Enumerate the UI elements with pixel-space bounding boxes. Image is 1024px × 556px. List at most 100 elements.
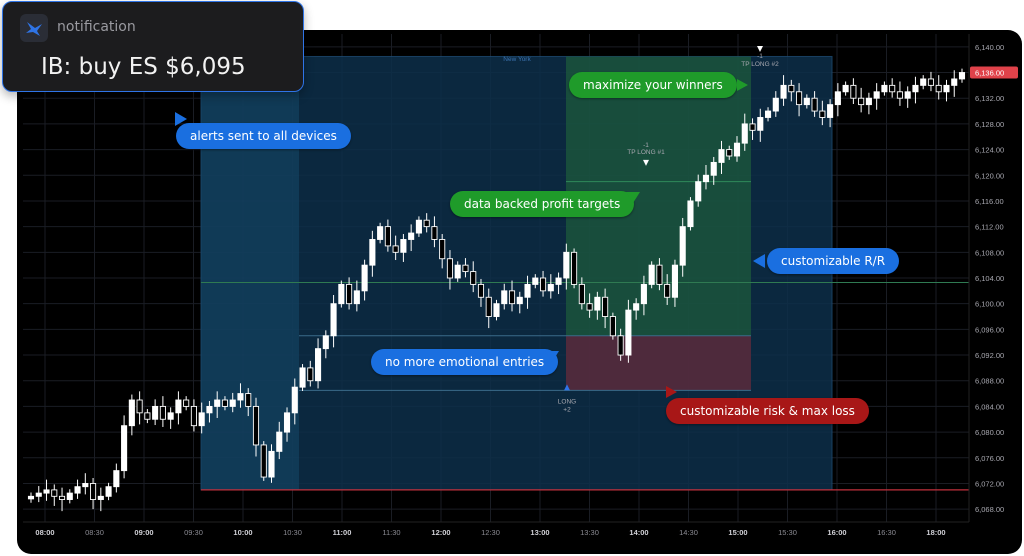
x-tick-label: 08:30 [85,528,104,537]
candle-body [958,72,966,80]
candle-body [563,251,570,279]
candle-body [640,283,647,305]
candle-body [214,399,221,407]
notification-card[interactable]: notification IB: buy ES $6,095 [2,1,304,92]
x-tick-label: 08:00 [35,528,54,537]
candle-body [121,425,128,472]
candle-body [485,296,492,317]
candle-body [446,258,454,279]
candle-body [656,264,663,285]
candle-body [540,277,547,292]
candle-body [431,226,438,240]
candle-body [90,483,97,500]
x-tick-label: 18:00 [926,528,945,537]
candle-body [221,399,229,407]
candle-body [951,78,958,86]
candle-body [237,393,244,401]
candle-body [322,335,329,350]
x-tick-label: 14:30 [679,528,698,537]
candle-body [260,444,267,478]
x-tick-label: 15:00 [728,528,747,537]
y-tick-label: 6,120.00 [975,171,1004,180]
x-tick-label: 15:30 [778,528,797,537]
candle-body [547,283,554,292]
candle-body [400,239,407,253]
candle-body [764,110,772,118]
candle-body [128,399,135,427]
candle-body [912,84,919,93]
candle-body [609,316,616,337]
candle-body [904,91,911,99]
y-tick-label: 6,072.00 [975,479,1004,488]
candle-body [377,226,384,240]
candle-body [617,335,624,356]
candle-body [346,283,353,305]
candle-body [508,290,516,305]
candle-body [702,174,710,183]
candle-body [392,245,399,253]
candle-body [532,277,539,285]
candle-body [819,110,826,118]
candle-body [718,149,725,163]
y-tick-label: 6,096.00 [975,325,1004,334]
candlestick-chart[interactable]: 6,140.00 6,136.00 6,132.00 6,128.00 6,124.00… [17,30,1022,554]
candle-body [144,412,151,420]
x-tick-label: 11:00 [333,528,352,537]
candle-body [873,91,880,99]
candle-body [555,277,562,285]
y-tick-label: 6,112.00 [975,223,1004,232]
x-tick-label: 11:30 [382,528,400,537]
candle-body [943,84,950,93]
candle-body [889,84,896,93]
candle-body [896,91,903,99]
candle-body [920,78,927,86]
candle-body [384,226,391,247]
candle-body [58,495,66,500]
x-tick-label: 16:00 [827,528,846,537]
candle-body [159,405,166,420]
x-tick-label: 09:30 [184,528,203,537]
candle-body [462,264,469,273]
candle-body [361,264,368,292]
candle-body [827,104,834,118]
y-tick-label: 6,080.00 [975,428,1004,437]
y-tick-label: 6,100.00 [975,300,1004,309]
candle-body [516,296,523,305]
risk-zone [566,335,751,391]
candle-body [190,405,197,427]
y-tick-label: 6,132.00 [975,94,1004,103]
candle-body [97,495,104,500]
candle-body [82,483,89,488]
x-tick-label: 12:30 [481,528,500,537]
candle-body [291,386,298,414]
candle-body [858,97,865,106]
x-tick-label: 12:00 [431,528,450,537]
bird-logo-icon [20,14,48,42]
tp2-marker-count: -1 [757,53,763,60]
candle-body [408,232,415,240]
candle-body [245,393,252,407]
candle-body [571,251,578,285]
tp1-arrow-icon [643,159,649,166]
x-tick-label: 10:00 [233,528,252,537]
candle-body [338,283,345,305]
entry-marker-label: LONG [558,398,576,405]
tp2-marker-label: TP LONG #2 [741,61,779,68]
candle-body [733,142,741,157]
candle-body [772,97,779,112]
x-tick-label: 14:00 [629,528,648,537]
candle-body [299,367,306,388]
candle-body [198,412,205,427]
pointer-triangle-icon [737,79,748,91]
trading-chart[interactable]: 6,140.00 6,136.00 6,132.00 6,128.00 6,124.00… [17,30,1022,554]
candle-body [881,84,888,93]
entry-marker-count: +2 [563,406,571,413]
candle-body [152,405,159,420]
candle-body [578,283,585,305]
candle-body [757,117,764,131]
candle-body [51,489,58,497]
candle-body [477,283,485,298]
pointer-triangle-icon [545,351,559,362]
tp1-marker-label: TP LONG #1 [627,149,665,156]
candle-body [439,239,446,260]
